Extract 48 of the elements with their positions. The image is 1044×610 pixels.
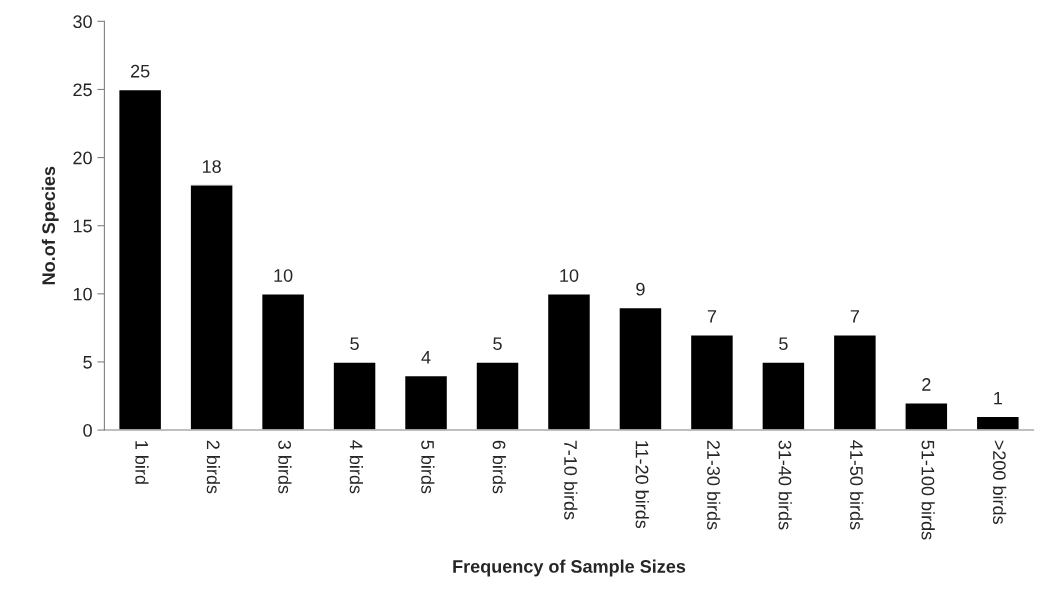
- x-tick-label: >200 birds: [992, 440, 1007, 524]
- bar: [475, 361, 520, 431]
- bar: [761, 361, 806, 431]
- data-label: 7: [707, 310, 717, 323]
- y-tick-label: 10: [73, 287, 92, 301]
- x-tick-label: 5 birds: [421, 440, 435, 494]
- bar: [975, 415, 1020, 431]
- bar: [403, 374, 449, 431]
- y-tick-label: 0: [83, 423, 92, 437]
- x-tick-label: 6 birds: [492, 440, 506, 494]
- data-label: 2: [922, 378, 931, 391]
- data-label: 1: [994, 391, 1002, 405]
- bar: [117, 88, 163, 431]
- data-label: 10: [560, 269, 579, 282]
- x-tick-label: 31-40 birds: [778, 440, 792, 530]
- x-tick-label: 51-100 birds: [921, 440, 935, 540]
- x-tick-label: 4 birds: [349, 440, 363, 494]
- data-label: 18: [202, 160, 221, 173]
- y-tick-label: 30: [73, 15, 92, 29]
- bar: [689, 333, 735, 431]
- x-axis-title: Frequency of Sample Sizes: [453, 559, 686, 577]
- y-tick-label: 5: [83, 356, 92, 369]
- data-label: 7: [850, 310, 859, 323]
- bar: [260, 293, 306, 431]
- y-tick-label: 25: [73, 83, 92, 97]
- data-label: 4: [421, 351, 431, 364]
- data-label: 10: [274, 269, 293, 282]
- x-tick-label: 2 birds: [206, 440, 221, 494]
- bar: [546, 293, 592, 431]
- y-tick-label: 15: [73, 219, 92, 233]
- bar: [904, 402, 949, 431]
- bar: [189, 184, 234, 431]
- data-label: 5: [493, 337, 502, 351]
- x-tick-label: 11-20 birds: [635, 441, 649, 529]
- x-tick-label: 3 birds: [278, 440, 292, 494]
- y-tick-label: 20: [73, 151, 92, 165]
- data-label: 5: [350, 337, 359, 351]
- data-label: 9: [636, 282, 645, 296]
- x-tick-label: 1 bird: [135, 441, 149, 484]
- bar: [832, 333, 878, 431]
- data-label: 25: [131, 64, 150, 78]
- x-tick-label: 7-10 birds: [564, 440, 578, 520]
- x-tick-label: 21-30 birds: [707, 440, 721, 530]
- bar: [618, 306, 663, 431]
- y-axis-title: No.of Species: [41, 166, 59, 285]
- x-tick-label: 41-50 birds: [850, 440, 864, 530]
- data-label: 5: [779, 337, 788, 351]
- bar: [332, 361, 377, 431]
